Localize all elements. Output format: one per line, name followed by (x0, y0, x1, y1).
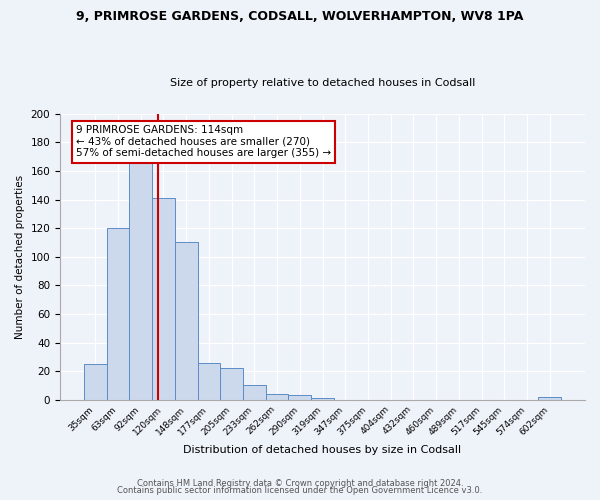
Bar (243, 386, 266, 400)
X-axis label: Distribution of detached houses by size in Codsall: Distribution of detached houses by size … (184, 445, 461, 455)
Bar (152, 198, 175, 400)
Y-axis label: Number of detached properties: Number of detached properties (15, 174, 25, 339)
Bar (84, 364, 107, 400)
Bar (175, 242, 197, 400)
Bar (107, 228, 130, 400)
Text: 9 PRIMROSE GARDENS: 114sqm
← 43% of detached houses are smaller (270)
57% of sem: 9 PRIMROSE GARDENS: 114sqm ← 43% of deta… (76, 125, 331, 158)
Bar (266, 394, 289, 400)
Bar (220, 368, 243, 400)
Text: 9, PRIMROSE GARDENS, CODSALL, WOLVERHAMPTON, WV8 1PA: 9, PRIMROSE GARDENS, CODSALL, WOLVERHAMP… (76, 10, 524, 23)
Title: Size of property relative to detached houses in Codsall: Size of property relative to detached ho… (170, 78, 475, 88)
Bar (311, 398, 334, 400)
Bar (289, 396, 311, 400)
Bar (197, 362, 220, 400)
Text: Contains HM Land Registry data © Crown copyright and database right 2024.: Contains HM Land Registry data © Crown c… (137, 478, 463, 488)
Bar (538, 397, 561, 400)
Text: Contains public sector information licensed under the Open Government Licence v3: Contains public sector information licen… (118, 486, 482, 495)
Bar (130, 160, 152, 400)
